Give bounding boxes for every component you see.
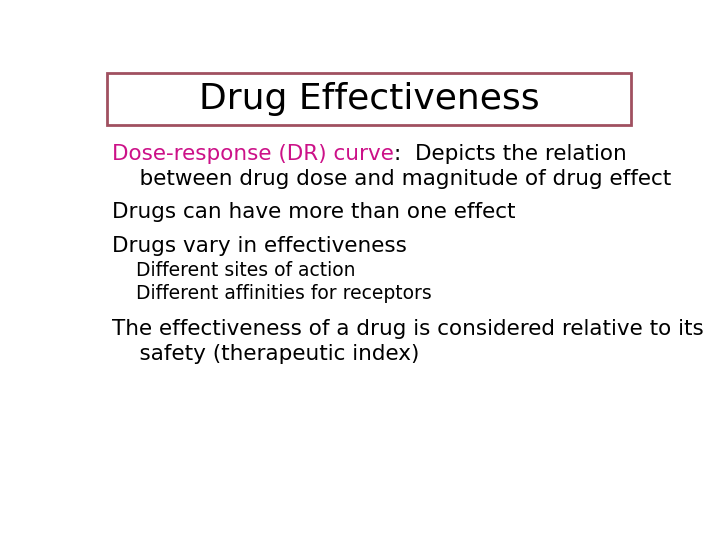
Text: :  Depicts the relation: : Depicts the relation — [394, 144, 627, 164]
Text: The effectiveness of a drug is considered relative to its: The effectiveness of a drug is considere… — [112, 319, 704, 339]
Text: Dose-response (DR) curve: Dose-response (DR) curve — [112, 144, 394, 164]
Text: Drugs can have more than one effect: Drugs can have more than one effect — [112, 202, 516, 222]
Text: Drugs vary in effectiveness: Drugs vary in effectiveness — [112, 235, 408, 255]
Text: between drug dose and magnitude of drug effect: between drug dose and magnitude of drug … — [112, 169, 672, 189]
Text: Different sites of action: Different sites of action — [112, 261, 356, 280]
FancyBboxPatch shape — [107, 73, 631, 125]
Text: safety (therapeutic index): safety (therapeutic index) — [112, 344, 420, 364]
Text: Different affinities for receptors: Different affinities for receptors — [112, 284, 432, 303]
Text: Drug Effectiveness: Drug Effectiveness — [199, 82, 539, 116]
